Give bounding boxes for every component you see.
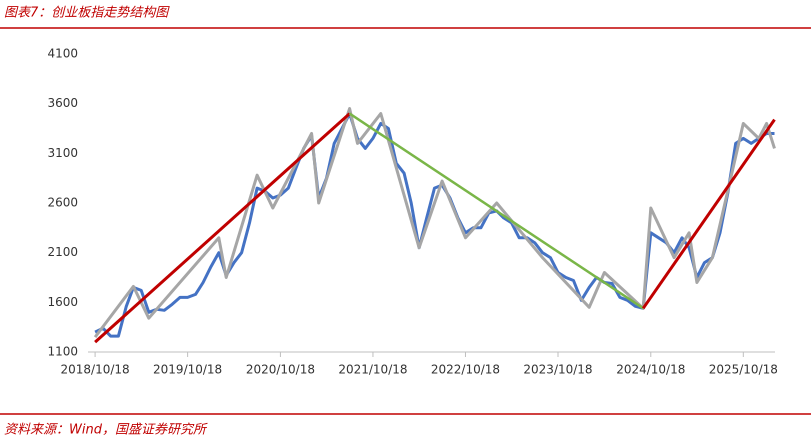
y-tick-label: 1600 xyxy=(47,295,78,309)
x-tick-label: 2023/10/18 xyxy=(523,363,592,377)
series-line xyxy=(641,118,776,310)
series-line xyxy=(348,112,644,310)
x-tick-label: 2024/10/18 xyxy=(616,363,685,377)
y-tick-label: 4100 xyxy=(47,47,78,61)
y-tick-label: 1100 xyxy=(47,345,78,359)
series-line xyxy=(94,112,775,338)
y-tick-label: 2100 xyxy=(47,245,78,259)
x-tick-label: 2021/10/18 xyxy=(338,363,407,377)
series-line xyxy=(94,112,351,344)
x-tick-label: 2022/10/18 xyxy=(431,363,500,377)
y-tick-label: 3600 xyxy=(47,96,78,110)
y-tick-label: 3100 xyxy=(47,146,78,160)
source: 资料来源：Wind，国盛证券研究所 xyxy=(4,422,208,438)
x-tick-label: 2020/10/18 xyxy=(246,363,315,377)
x-tick-label: 2019/10/18 xyxy=(153,363,222,377)
x-tick-label: 2025/10/18 xyxy=(709,363,778,377)
y-tick-label: 2600 xyxy=(47,196,78,210)
x-tick-label: 2018/10/18 xyxy=(61,363,130,377)
series-line xyxy=(93,107,776,339)
chart-title: 图表7：创业板指走势结构图 xyxy=(4,6,170,21)
